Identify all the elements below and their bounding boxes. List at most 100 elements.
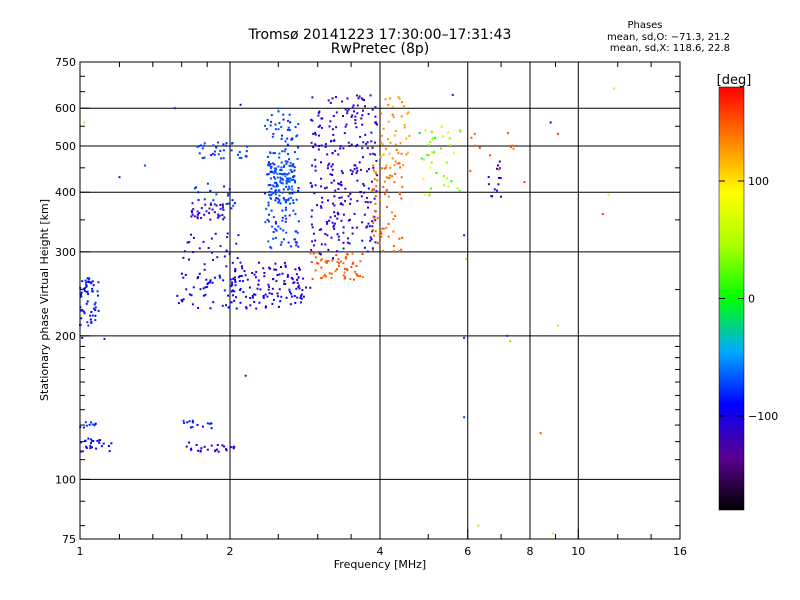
data-point — [269, 163, 272, 165]
data-point — [292, 178, 295, 181]
data-point — [281, 177, 284, 180]
data-point — [337, 235, 340, 238]
data-point — [191, 426, 194, 429]
data-point — [300, 293, 303, 296]
data-point — [364, 133, 367, 136]
data-point — [353, 212, 356, 215]
data-point — [362, 182, 365, 185]
data-point — [222, 157, 225, 160]
chart-subtitle: RwPretec (8p) — [330, 41, 430, 57]
data-point — [387, 120, 390, 123]
data-point — [217, 450, 220, 453]
data-point — [86, 300, 89, 303]
data-point — [281, 272, 284, 275]
data-point — [297, 220, 300, 223]
data-point — [344, 108, 347, 111]
data-point — [487, 183, 490, 186]
data-point — [274, 123, 277, 126]
data-point — [387, 104, 390, 107]
data-point — [290, 178, 293, 181]
data-point — [86, 277, 89, 280]
data-point — [188, 441, 191, 444]
data-point — [206, 422, 209, 425]
data-point — [422, 178, 425, 181]
data-point — [310, 248, 313, 251]
data-point — [277, 110, 280, 113]
data-point — [277, 225, 280, 228]
data-point — [216, 256, 219, 259]
y-tick-label: 100 — [55, 473, 76, 486]
data-point — [356, 143, 359, 146]
data-point — [209, 279, 212, 282]
data-point — [267, 184, 270, 187]
y-tick-label: 300 — [55, 246, 76, 259]
data-point — [392, 245, 395, 247]
data-point — [284, 264, 287, 267]
data-point — [361, 221, 364, 224]
data-point — [263, 275, 266, 278]
data-point — [315, 256, 317, 259]
data-point — [361, 147, 364, 150]
data-point — [235, 242, 238, 245]
data-point — [348, 242, 351, 245]
data-point — [89, 318, 92, 321]
data-point — [176, 294, 179, 297]
data-point — [398, 237, 401, 240]
data-point — [197, 449, 200, 452]
data-point — [240, 275, 243, 277]
data-point — [349, 169, 352, 172]
data-point — [293, 191, 296, 194]
data-point — [241, 265, 243, 268]
data-point — [188, 293, 191, 296]
data-point — [428, 194, 431, 197]
data-point — [340, 170, 343, 173]
data-point — [296, 281, 299, 284]
data-point — [349, 218, 351, 221]
data-point — [287, 180, 289, 183]
data-point — [362, 141, 365, 144]
data-point — [282, 118, 285, 121]
data-point — [347, 108, 350, 111]
data-point — [305, 286, 307, 289]
data-point — [287, 153, 289, 155]
data-point — [82, 310, 85, 313]
data-point — [97, 281, 100, 284]
data-point — [323, 187, 326, 190]
data-point — [276, 274, 279, 277]
data-point — [217, 213, 220, 216]
data-point — [245, 307, 248, 310]
data-point — [192, 236, 195, 239]
data-point — [230, 207, 233, 210]
data-point — [310, 118, 313, 121]
data-point — [401, 101, 403, 104]
data-point — [197, 307, 200, 309]
data-point — [315, 251, 318, 254]
data-point — [294, 213, 297, 216]
data-point — [226, 236, 229, 239]
data-point — [183, 422, 185, 424]
data-point — [374, 230, 377, 233]
data-point — [257, 283, 260, 286]
data-point — [342, 147, 345, 150]
data-point — [281, 209, 284, 212]
data-point — [423, 158, 425, 161]
data-point — [386, 189, 388, 191]
data-point — [310, 261, 313, 264]
data-point — [470, 136, 473, 139]
data-point — [336, 260, 339, 263]
data-point — [199, 288, 202, 291]
data-point — [352, 261, 355, 264]
data-point — [84, 279, 87, 282]
data-point — [212, 301, 215, 304]
data-point — [311, 119, 314, 122]
data-point — [403, 123, 406, 126]
data-point — [509, 340, 512, 343]
data-point — [202, 287, 205, 290]
data-point — [264, 124, 266, 127]
data-point — [90, 281, 93, 284]
data-point — [225, 203, 228, 205]
data-point — [373, 217, 376, 220]
data-point — [213, 153, 216, 156]
data-point — [510, 146, 513, 148]
data-point — [276, 172, 279, 175]
